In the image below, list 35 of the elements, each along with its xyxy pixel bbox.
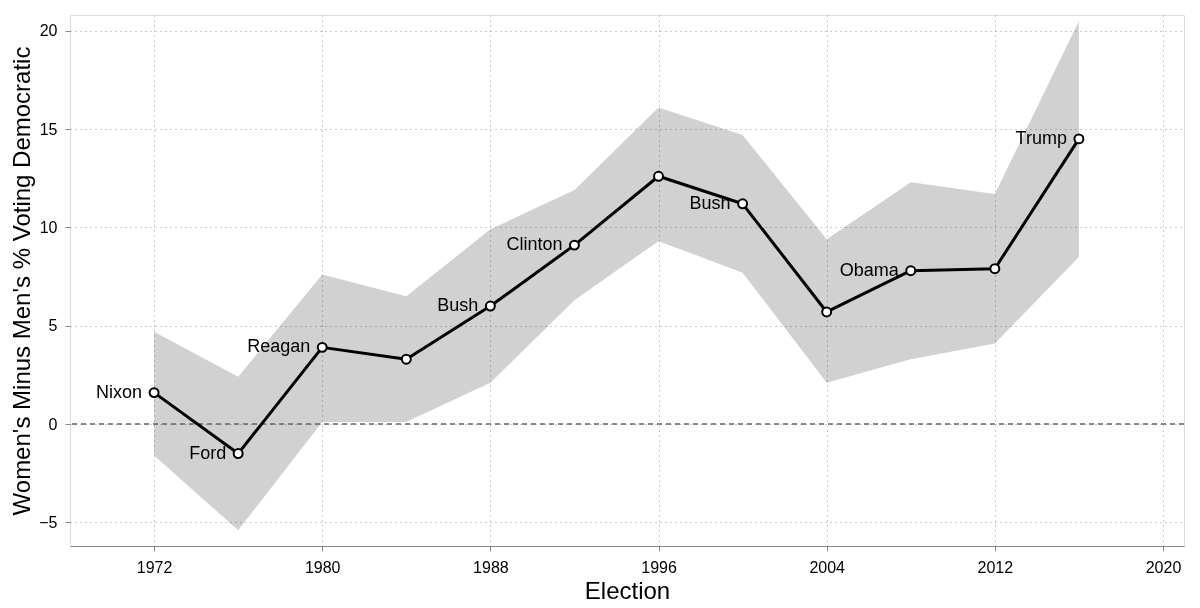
x-tick-label: 1972 bbox=[136, 558, 173, 576]
point bbox=[568, 239, 580, 251]
y-tick-label: −5 bbox=[39, 513, 58, 531]
annotation: Trump bbox=[1015, 127, 1067, 148]
annotation: Reagan bbox=[247, 336, 311, 357]
point bbox=[821, 306, 833, 318]
x-tick-label: 2020 bbox=[1145, 558, 1182, 576]
point bbox=[989, 263, 1001, 275]
y-tick-label: 0 bbox=[48, 415, 58, 433]
point bbox=[653, 170, 664, 182]
annotation: Ford bbox=[189, 442, 227, 463]
x-axis-title: Election bbox=[584, 576, 671, 604]
x-tick-label: 2012 bbox=[977, 558, 1014, 576]
y-tick-label: 15 bbox=[39, 120, 58, 138]
y-tick-label: 5 bbox=[48, 317, 58, 335]
point bbox=[905, 265, 917, 277]
y-tick-label: 10 bbox=[39, 218, 58, 236]
y-axis-title: Women's Minus Men's % Voting Democratic bbox=[8, 46, 36, 516]
annotation: Nixon bbox=[96, 381, 143, 402]
x-tick-label: 2004 bbox=[809, 558, 846, 576]
annotation: Obama bbox=[839, 259, 900, 280]
x-tick-label: 1996 bbox=[641, 558, 677, 576]
x-tick-label: 1980 bbox=[304, 558, 341, 576]
annotation: Bush bbox=[689, 192, 731, 213]
point bbox=[400, 353, 412, 365]
y-tick-label: 20 bbox=[39, 22, 58, 40]
point bbox=[148, 387, 160, 399]
annotation: Bush bbox=[437, 295, 479, 316]
x-tick-label: 1988 bbox=[473, 558, 509, 576]
point bbox=[1073, 133, 1085, 145]
point bbox=[316, 341, 328, 353]
annotation: Clinton bbox=[506, 234, 563, 255]
point bbox=[232, 448, 244, 460]
point bbox=[737, 198, 749, 210]
point bbox=[484, 300, 496, 312]
